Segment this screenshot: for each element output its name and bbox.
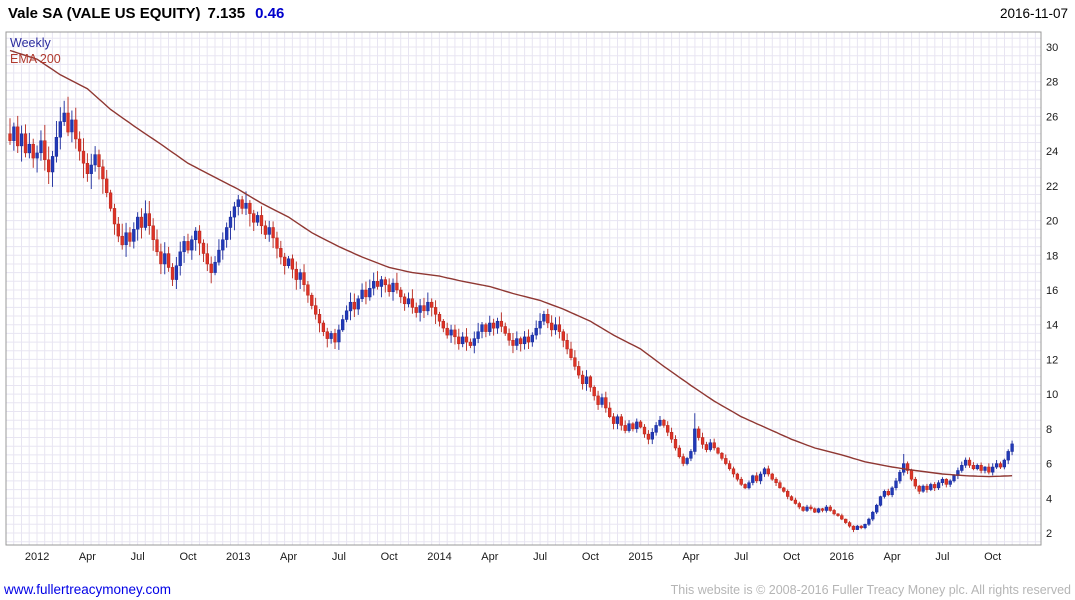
svg-text:Oct: Oct — [381, 551, 398, 563]
svg-text:Jul: Jul — [332, 551, 346, 563]
svg-text:Jul: Jul — [935, 551, 949, 563]
svg-text:8: 8 — [1046, 424, 1052, 436]
svg-text:4: 4 — [1046, 493, 1052, 505]
svg-text:Oct: Oct — [984, 551, 1001, 563]
svg-text:Oct: Oct — [582, 551, 599, 563]
svg-text:Oct: Oct — [783, 551, 800, 563]
svg-text:Apr: Apr — [481, 551, 498, 563]
svg-text:2015: 2015 — [628, 551, 652, 563]
svg-text:2: 2 — [1046, 528, 1052, 540]
svg-text:2013: 2013 — [226, 551, 250, 563]
svg-text:2014: 2014 — [427, 551, 451, 563]
svg-text:30: 30 — [1046, 42, 1058, 54]
chart-date: 2016-11-07 — [999, 6, 1068, 21]
svg-text:6: 6 — [1046, 459, 1052, 471]
svg-text:18: 18 — [1046, 250, 1058, 262]
svg-text:24: 24 — [1046, 146, 1058, 158]
svg-text:Oct: Oct — [179, 551, 196, 563]
last-price: 7.135 — [207, 5, 246, 22]
svg-text:Apr: Apr — [884, 551, 901, 563]
svg-text:12: 12 — [1046, 354, 1058, 366]
svg-text:Apr: Apr — [682, 551, 699, 563]
copyright-text: This website is © 2008-2016 Fuller Treac… — [670, 583, 1071, 597]
svg-text:2012: 2012 — [25, 551, 49, 563]
svg-text:2016: 2016 — [830, 551, 854, 563]
svg-text:20: 20 — [1046, 216, 1058, 228]
svg-text:Apr: Apr — [280, 551, 297, 563]
svg-text:14: 14 — [1046, 320, 1058, 332]
svg-text:Apr: Apr — [79, 551, 96, 563]
instrument-title: Vale SA (VALE US EQUITY) — [8, 5, 201, 22]
svg-text:16: 16 — [1046, 285, 1058, 297]
price-change: 0.46 — [255, 5, 285, 22]
website-link[interactable]: www.fullertreacymoney.com — [4, 582, 172, 597]
footer-bar: www.fullertreacymoney.com This website i… — [0, 582, 1075, 597]
svg-text:Jul: Jul — [131, 551, 145, 563]
title-bar: Vale SA (VALE US EQUITY) 7.135 0.46 2016… — [8, 5, 1068, 22]
svg-text:Jul: Jul — [533, 551, 547, 563]
svg-text:28: 28 — [1046, 77, 1058, 89]
svg-text:10: 10 — [1046, 389, 1058, 401]
svg-text:Jul: Jul — [734, 551, 748, 563]
svg-text:22: 22 — [1046, 181, 1058, 193]
svg-text:26: 26 — [1046, 111, 1058, 123]
